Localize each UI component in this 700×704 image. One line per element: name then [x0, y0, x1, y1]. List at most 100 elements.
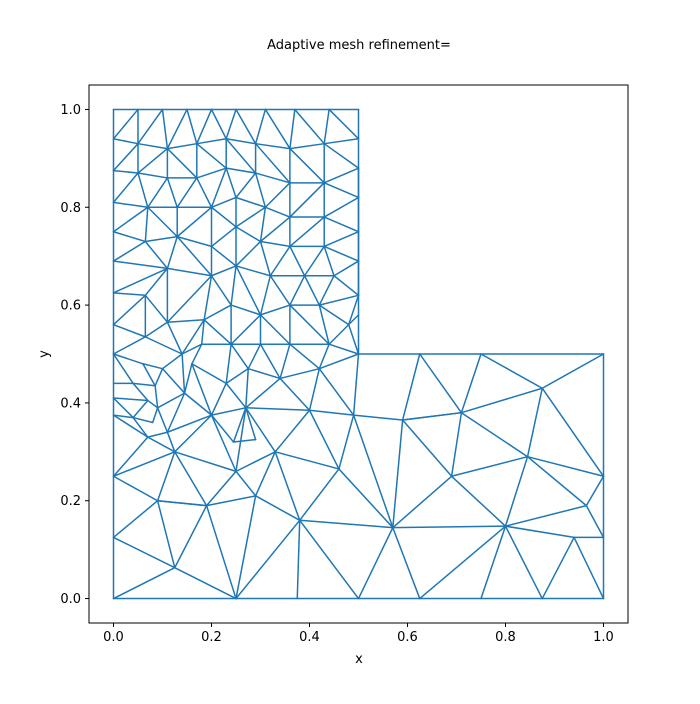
- mesh-edge: [174, 451, 237, 473]
- mesh-edge: [541, 387, 605, 478]
- mesh-edge: [225, 138, 257, 174]
- mesh-edge: [183, 363, 193, 394]
- mesh-edge: [112, 138, 139, 145]
- mesh-edge: [235, 265, 262, 316]
- mesh-edge: [161, 353, 183, 370]
- mesh-edge: [191, 363, 213, 416]
- mesh-edge: [112, 292, 147, 297]
- mesh-edge: [147, 206, 178, 238]
- mesh-edge: [205, 504, 237, 600]
- mesh-edge: [254, 495, 301, 522]
- mesh-edge: [112, 475, 159, 502]
- mesh-edge: [112, 172, 139, 204]
- mesh-edge: [112, 353, 134, 385]
- mesh-edge: [210, 414, 235, 443]
- mesh-edge: [460, 387, 543, 414]
- mesh-edge: [112, 536, 176, 569]
- x-tick-label: 0.8: [495, 630, 516, 645]
- mesh-edge: [144, 235, 178, 243]
- mesh-edge: [210, 265, 237, 277]
- mesh-edge: [144, 240, 169, 270]
- mesh-edge: [210, 414, 237, 473]
- mesh-edge: [232, 407, 247, 443]
- mesh-edge: [259, 240, 291, 248]
- mesh-edge: [235, 108, 257, 145]
- x-tick-label: 0.2: [201, 630, 222, 645]
- mesh-edge: [174, 566, 237, 600]
- mesh-edge: [254, 172, 291, 184]
- mesh-edge: [289, 304, 330, 345]
- mesh-edge: [156, 499, 176, 569]
- mesh-edge: [323, 167, 360, 184]
- mesh-edge: [333, 275, 360, 297]
- mesh-edge: [166, 108, 188, 150]
- mesh-edge: [264, 108, 291, 150]
- mesh-edge: [225, 167, 257, 174]
- mesh-edge: [245, 407, 257, 441]
- mesh-edge: [264, 182, 291, 209]
- mesh-edge: [298, 519, 394, 529]
- mesh-edge: [245, 407, 276, 453]
- mesh-edge: [296, 519, 301, 600]
- mesh-edge: [323, 182, 360, 199]
- mesh-edge: [112, 169, 139, 174]
- mesh-edge: [235, 172, 257, 199]
- mesh-edge: [144, 294, 169, 323]
- mesh-edge: [480, 353, 543, 389]
- mesh-edge: [328, 343, 360, 355]
- mesh-edge: [196, 108, 213, 145]
- mesh-edge: [137, 142, 169, 150]
- y-tick-label: 0.8: [60, 201, 81, 216]
- mesh-edge: [235, 519, 301, 600]
- mesh-edge: [147, 431, 169, 438]
- mesh-edge: [203, 275, 213, 321]
- mesh-edge: [259, 275, 272, 316]
- mesh-edge: [254, 142, 291, 184]
- mesh-edge: [279, 343, 291, 380]
- mesh-edge: [274, 451, 301, 522]
- mesh-edge: [235, 265, 272, 277]
- mesh-edge: [176, 235, 213, 277]
- mesh-edge: [112, 451, 176, 478]
- mesh-edge: [112, 142, 139, 172]
- mesh-edge: [318, 304, 330, 345]
- mesh-edge: [166, 235, 178, 270]
- mesh-edge: [274, 409, 311, 453]
- mesh-edge: [225, 108, 237, 140]
- mesh-edge: [323, 196, 360, 218]
- mesh-edge: [132, 382, 156, 387]
- mesh-edge: [259, 240, 272, 277]
- mesh-edge: [176, 235, 213, 248]
- mesh-edge: [181, 353, 186, 394]
- mesh-edge: [392, 419, 404, 529]
- mesh-edge: [460, 353, 482, 414]
- mesh-edge: [112, 336, 147, 355]
- x-axis-label: x: [355, 652, 363, 667]
- mesh-edge: [112, 230, 147, 243]
- mesh-edge: [573, 536, 605, 600]
- mesh-edge: [235, 206, 267, 228]
- mesh-edge: [156, 499, 208, 507]
- mesh-edge: [156, 451, 176, 502]
- mesh-edge: [230, 343, 249, 370]
- mesh-edge: [328, 108, 360, 140]
- mesh-edge: [504, 455, 529, 527]
- mesh-edge: [112, 353, 144, 365]
- mesh-edge: [303, 245, 325, 277]
- mesh-edge: [308, 409, 340, 470]
- mesh-edge: [323, 216, 360, 233]
- mesh-edge: [151, 407, 159, 424]
- mesh-edge: [210, 167, 227, 209]
- mesh-edge: [541, 353, 605, 389]
- mesh-edge: [333, 260, 360, 277]
- mesh-edge: [166, 147, 198, 179]
- mesh-edge: [318, 275, 335, 306]
- mesh-edge: [401, 411, 463, 421]
- mesh-edge: [225, 343, 232, 385]
- mesh-edge: [318, 304, 350, 326]
- mesh-edge: [142, 363, 156, 387]
- mesh-edge: [112, 201, 149, 209]
- mesh-edge: [200, 319, 205, 345]
- mesh-edge: [323, 230, 360, 248]
